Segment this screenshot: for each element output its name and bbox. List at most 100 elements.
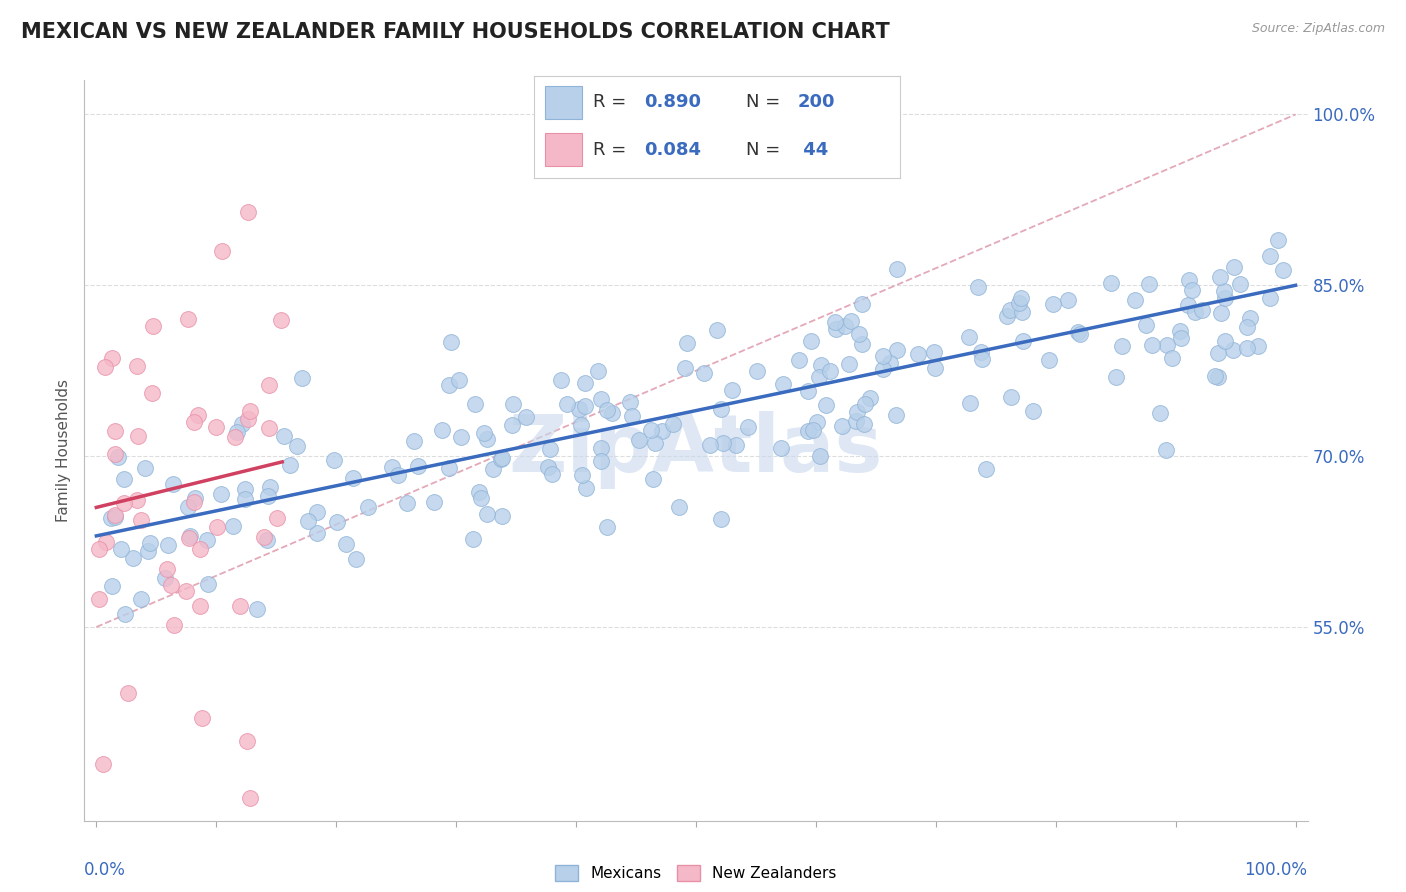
Point xyxy=(834,319,856,334)
Point xyxy=(233,491,256,506)
Point xyxy=(470,491,492,505)
Point xyxy=(1012,334,1035,348)
Point xyxy=(724,438,747,452)
Point xyxy=(1105,370,1128,384)
Point xyxy=(117,685,139,699)
Point xyxy=(853,396,876,410)
Point xyxy=(699,438,721,452)
Point xyxy=(1271,262,1294,277)
Point xyxy=(538,442,561,456)
Point xyxy=(846,405,869,419)
Point xyxy=(619,394,641,409)
Point xyxy=(824,315,846,329)
Point xyxy=(797,384,820,398)
Point xyxy=(1191,303,1213,318)
Point xyxy=(676,336,699,351)
Point xyxy=(550,373,572,387)
Point xyxy=(1209,306,1232,320)
Point xyxy=(1208,370,1230,384)
Point xyxy=(239,790,262,805)
Point xyxy=(273,429,295,443)
Point xyxy=(491,508,513,523)
Point xyxy=(1137,277,1160,292)
Point xyxy=(810,358,832,372)
Point xyxy=(233,482,256,496)
Point xyxy=(668,500,690,514)
Point xyxy=(226,425,249,440)
Point xyxy=(808,449,831,463)
Point xyxy=(104,447,127,461)
Point xyxy=(266,510,288,524)
Text: 44: 44 xyxy=(797,141,828,159)
Point xyxy=(447,373,470,387)
Point xyxy=(772,376,794,391)
Text: 200: 200 xyxy=(797,94,835,112)
Point xyxy=(238,205,260,219)
Point xyxy=(1149,406,1171,420)
Point xyxy=(357,500,380,515)
Point xyxy=(101,351,124,366)
Point xyxy=(1000,390,1022,404)
Point xyxy=(574,399,596,413)
Point xyxy=(450,429,472,443)
Point xyxy=(1236,341,1258,355)
Point xyxy=(297,514,319,528)
Point xyxy=(959,396,981,410)
Point xyxy=(541,467,564,482)
Point xyxy=(93,756,115,771)
Point xyxy=(278,458,301,472)
Point xyxy=(129,592,152,607)
Point xyxy=(104,424,127,438)
Point xyxy=(574,376,596,390)
Point xyxy=(1038,353,1060,368)
Point xyxy=(589,392,612,407)
Point xyxy=(799,334,821,348)
Point xyxy=(224,430,246,444)
Point xyxy=(183,415,205,429)
Point xyxy=(737,420,759,434)
Point xyxy=(1154,442,1177,457)
Point xyxy=(806,415,828,429)
Point xyxy=(187,409,209,423)
Point xyxy=(252,530,274,544)
Point xyxy=(825,322,848,336)
Point xyxy=(1213,284,1236,298)
Point xyxy=(472,426,495,441)
Point xyxy=(205,519,228,533)
Point xyxy=(1236,320,1258,334)
Point xyxy=(257,378,280,392)
Point xyxy=(852,417,875,432)
Point xyxy=(236,412,259,426)
Point xyxy=(153,571,176,585)
Point xyxy=(439,377,461,392)
Point xyxy=(974,461,997,475)
Point xyxy=(1213,291,1236,305)
Point xyxy=(231,417,253,432)
Point xyxy=(797,424,820,438)
Point xyxy=(924,361,946,376)
Point xyxy=(100,511,122,525)
Point xyxy=(204,419,226,434)
Point xyxy=(475,507,498,521)
Point xyxy=(706,323,728,337)
Point xyxy=(1206,345,1229,359)
Point xyxy=(922,344,945,359)
Point xyxy=(1239,311,1261,326)
Point xyxy=(491,451,513,466)
Point xyxy=(1135,318,1157,333)
Point xyxy=(970,345,993,359)
Point xyxy=(627,433,650,447)
Text: MEXICAN VS NEW ZEALANDER FAMILY HOUSEHOLDS CORRELATION CHART: MEXICAN VS NEW ZEALANDER FAMILY HOUSEHOL… xyxy=(21,22,890,42)
Point xyxy=(134,461,156,475)
Point xyxy=(651,424,673,438)
Point xyxy=(430,423,453,437)
Point xyxy=(502,397,524,411)
Point xyxy=(121,550,143,565)
Point xyxy=(188,599,211,614)
Point xyxy=(831,418,853,433)
Point xyxy=(1069,327,1091,342)
Text: N =: N = xyxy=(747,141,786,159)
Point xyxy=(107,450,129,464)
Point xyxy=(1111,339,1133,353)
Point xyxy=(555,397,578,411)
